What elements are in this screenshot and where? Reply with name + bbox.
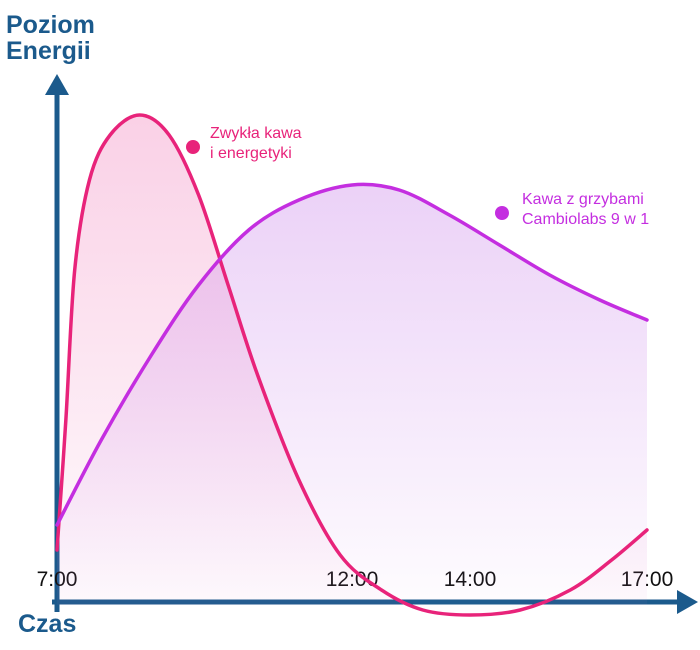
line (55, 113, 649, 617)
legend-label: Zwykła kawa i energetyki (210, 125, 302, 162)
y-axis-title: Poziom Energii (6, 11, 95, 65)
legend-marker (186, 140, 200, 154)
x-axis-title: Czas (18, 610, 77, 638)
x-axis-arrow (677, 590, 698, 614)
line (55, 182, 649, 527)
area-fill (57, 184, 647, 605)
legend-label: Kawa z grzybami Cambiolabs 9 w 1 (522, 191, 650, 228)
series-layer (55, 113, 649, 617)
legend-marker (495, 206, 509, 220)
y-axis-arrow (45, 74, 69, 95)
